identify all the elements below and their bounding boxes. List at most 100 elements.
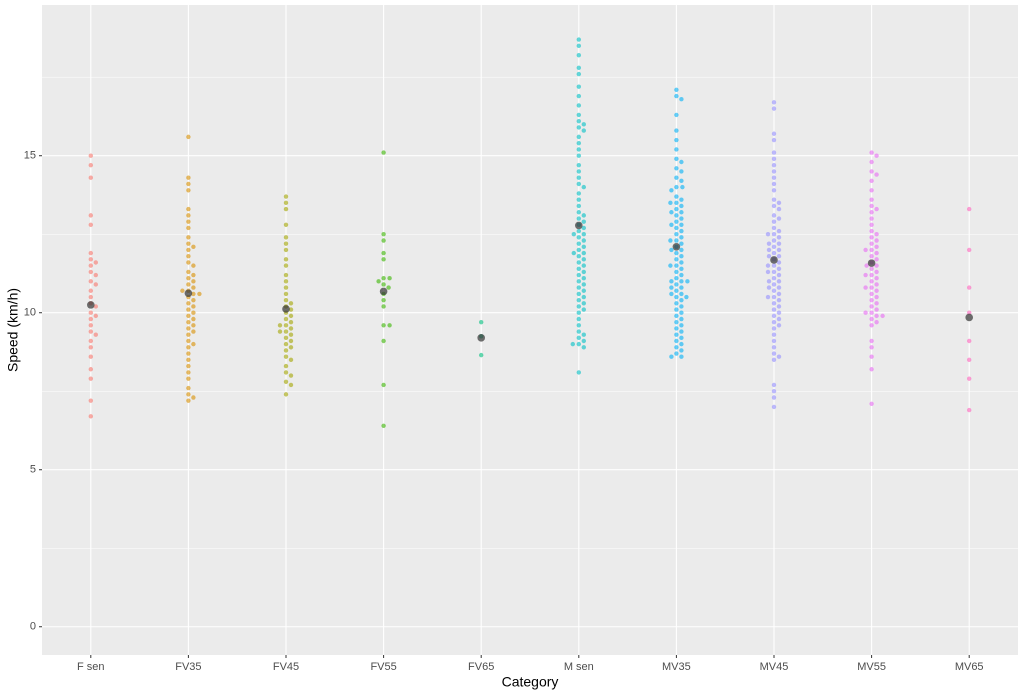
dot [679, 354, 684, 359]
dot [771, 225, 777, 231]
dot [869, 338, 874, 344]
dot [283, 222, 289, 228]
dot [186, 181, 191, 187]
dot [88, 323, 94, 328]
dot [88, 263, 94, 268]
plot-background [42, 5, 1018, 655]
mean-dot [575, 221, 583, 230]
dot [88, 175, 94, 180]
dot [679, 335, 684, 341]
dot [288, 357, 294, 363]
dot [869, 150, 874, 155]
dot [576, 228, 581, 234]
dot [88, 257, 94, 262]
dot [771, 326, 777, 331]
dot [88, 316, 94, 322]
dot [581, 122, 586, 127]
dot [283, 285, 289, 290]
dot [576, 247, 581, 253]
dot [381, 250, 386, 256]
dot [674, 175, 679, 180]
dot [776, 297, 782, 303]
mean-dot [87, 301, 95, 309]
dot [191, 272, 196, 278]
dot [679, 178, 684, 184]
dot [576, 112, 581, 118]
dot [88, 367, 94, 372]
dot [576, 254, 581, 259]
dot [288, 319, 294, 325]
dot [771, 203, 777, 209]
dot [576, 147, 581, 152]
dot [576, 210, 581, 215]
y-tick-label: 10 [24, 307, 36, 319]
dot [186, 235, 191, 240]
dot [283, 348, 289, 353]
dot [674, 232, 679, 237]
dot [766, 254, 772, 259]
dot [576, 191, 581, 196]
dot [869, 188, 874, 193]
dot [771, 100, 777, 105]
dot [874, 294, 879, 300]
dot [869, 401, 874, 406]
dot [88, 288, 94, 293]
y-axis-title: Speed (km/h) [5, 288, 21, 372]
dot [571, 250, 576, 256]
dot [869, 285, 874, 290]
dot [581, 219, 586, 224]
dot [668, 238, 673, 243]
dot [674, 288, 679, 293]
dot [186, 219, 191, 224]
dot [967, 376, 972, 381]
dot [288, 382, 294, 388]
dot [869, 210, 874, 215]
dot [776, 260, 782, 265]
dot [679, 291, 684, 297]
dot [679, 254, 684, 259]
dot [874, 288, 879, 293]
dot [771, 275, 777, 281]
dot [674, 238, 679, 243]
dot [191, 316, 196, 322]
dot [581, 238, 586, 243]
dot [874, 313, 879, 319]
dot [674, 319, 679, 325]
dot [771, 307, 777, 312]
dot [771, 238, 777, 243]
dot [381, 232, 386, 237]
dot [679, 260, 684, 265]
dot [771, 156, 777, 162]
dot [381, 304, 386, 309]
dot [186, 301, 191, 306]
dot [581, 232, 586, 237]
dot [674, 166, 679, 171]
dot [479, 319, 484, 325]
dot [869, 222, 874, 228]
dot [771, 301, 777, 306]
dot [674, 128, 679, 133]
dot [576, 140, 581, 146]
dot [288, 373, 294, 378]
dot [674, 263, 679, 268]
dot [679, 97, 684, 102]
dot [771, 338, 777, 344]
dot [581, 288, 586, 293]
dot [674, 326, 679, 331]
dot [576, 37, 581, 42]
dot [191, 310, 196, 315]
dot [288, 338, 294, 344]
dot [386, 285, 391, 290]
mean-dot [477, 334, 486, 342]
dot [576, 118, 581, 124]
dot [766, 247, 772, 253]
dot [967, 338, 972, 344]
dot [776, 206, 782, 212]
dot [771, 351, 777, 356]
dot [186, 241, 191, 246]
dot [283, 291, 289, 297]
x-tick-label: FV35 [175, 661, 201, 673]
dot [869, 203, 874, 209]
dot [381, 297, 386, 303]
